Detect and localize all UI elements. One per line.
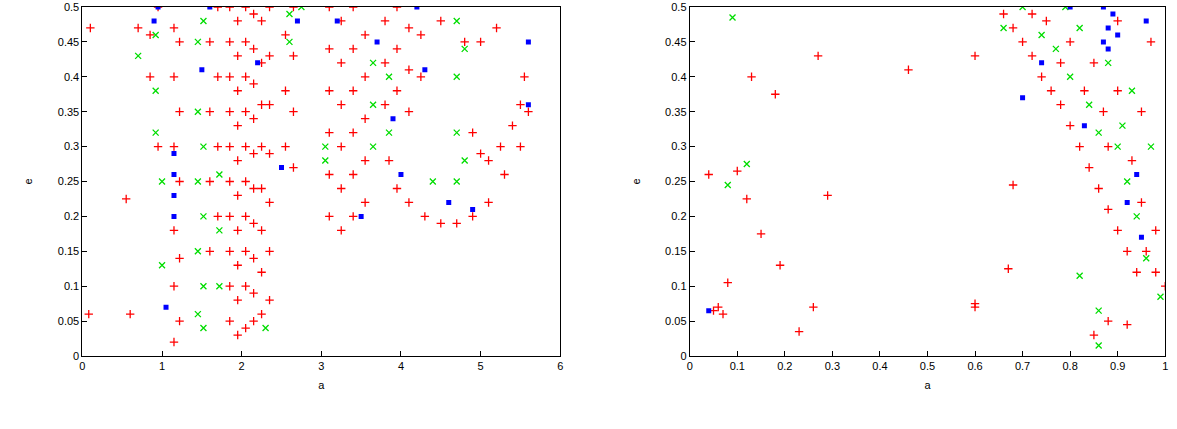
svg-text:0.1: 0.1: [64, 280, 79, 292]
svg-text:0.25: 0.25: [665, 175, 686, 187]
svg-text:0.5: 0.5: [64, 1, 79, 13]
svg-text:0.7: 0.7: [1015, 360, 1030, 372]
svg-text:0.4: 0.4: [671, 71, 686, 83]
svg-text:0.8: 0.8: [1062, 360, 1077, 372]
svg-text:0.1: 0.1: [730, 360, 745, 372]
svg-text:a: a: [318, 379, 325, 391]
svg-text:0.5: 0.5: [920, 360, 935, 372]
svg-text:0.25: 0.25: [58, 175, 79, 187]
svg-text:2: 2: [239, 360, 245, 372]
svg-text:0: 0: [73, 350, 79, 362]
svg-text:0.05: 0.05: [58, 315, 79, 327]
svg-text:0.35: 0.35: [665, 106, 686, 118]
svg-text:0.2: 0.2: [671, 210, 686, 222]
svg-text:0.15: 0.15: [665, 245, 686, 257]
svg-text:0.6: 0.6: [967, 360, 982, 372]
svg-text:0.45: 0.45: [665, 36, 686, 48]
svg-text:0.4: 0.4: [872, 360, 887, 372]
svg-text:5: 5: [478, 360, 484, 372]
svg-text:0: 0: [79, 360, 85, 372]
svg-text:0.3: 0.3: [64, 140, 79, 152]
svg-text:0.35: 0.35: [58, 106, 79, 118]
svg-text:0.3: 0.3: [671, 140, 686, 152]
svg-text:0.5: 0.5: [671, 1, 686, 13]
svg-text:0.05: 0.05: [665, 315, 686, 327]
svg-text:0.2: 0.2: [777, 360, 792, 372]
svg-text:0: 0: [680, 350, 686, 362]
svg-text:0.3: 0.3: [825, 360, 840, 372]
svg-text:6: 6: [557, 360, 563, 372]
svg-text:0.45: 0.45: [58, 36, 79, 48]
svg-text:0: 0: [687, 360, 693, 372]
svg-text:1: 1: [1162, 360, 1168, 372]
svg-text:e: e: [22, 178, 34, 184]
svg-text:e: e: [630, 178, 642, 184]
svg-text:a: a: [924, 379, 931, 391]
svg-text:4: 4: [398, 360, 404, 372]
svg-text:0.4: 0.4: [64, 71, 79, 83]
svg-text:0.15: 0.15: [58, 245, 79, 257]
svg-text:1: 1: [159, 360, 165, 372]
svg-text:0.1: 0.1: [671, 280, 686, 292]
svg-text:0.9: 0.9: [1110, 360, 1125, 372]
svg-text:3: 3: [318, 360, 324, 372]
svg-text:0.2: 0.2: [64, 210, 79, 222]
